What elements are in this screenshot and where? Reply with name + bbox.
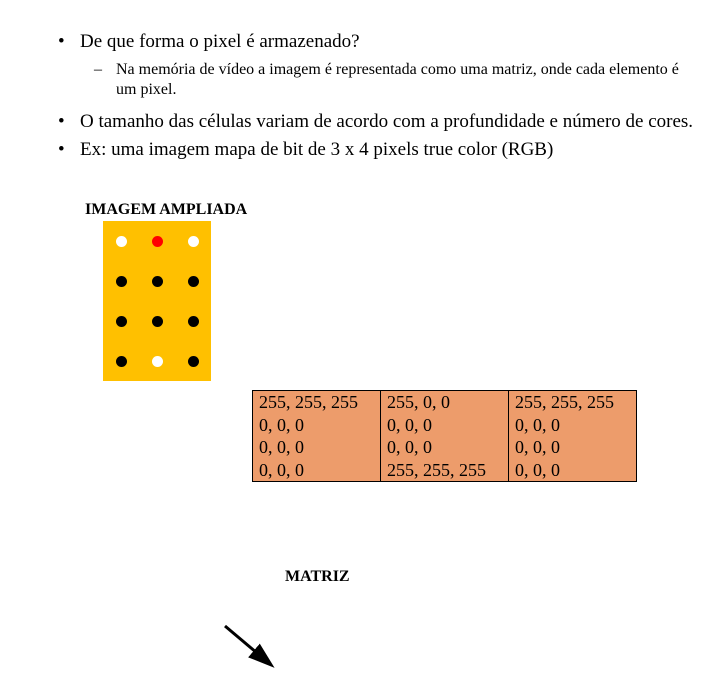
imagem-label: IMAGEM AMPLIADA: [85, 201, 700, 219]
pixel-cell: [175, 221, 211, 261]
pixel-cell: [175, 301, 211, 341]
pixel-cell: [103, 221, 139, 261]
pixel-dot: [188, 316, 199, 327]
pixel-dot: [188, 276, 199, 287]
pixel-dot: [152, 276, 163, 287]
pixel-dot: [116, 356, 127, 367]
cell-line: 0, 0, 0: [259, 459, 374, 482]
cell-line: 0, 0, 0: [515, 459, 630, 482]
arrow-icon: [220, 616, 290, 686]
cell-line: 255, 255, 255: [259, 391, 374, 414]
pixel-dot: [116, 276, 127, 287]
pixel-cell: [139, 341, 175, 381]
sub-bullet-item: Na memória de vídeo a imagem é represent…: [116, 60, 700, 100]
pixel-cell: [175, 261, 211, 301]
pixel-dot: [188, 356, 199, 367]
matriz-label: MATRIZ: [285, 568, 350, 586]
pixel-cell: [103, 301, 139, 341]
bullet-item: Ex: uma imagem mapa de bit de 3 x 4 pixe…: [80, 138, 700, 162]
pixel-dot: [152, 316, 163, 327]
pixel-dot: [152, 236, 163, 247]
cell-line: 255, 0, 0: [387, 391, 502, 414]
bullet-item: O tamanho das células variam de acordo c…: [80, 110, 700, 134]
bullet-list-level1: De que forma o pixel é armazenado? Na me…: [20, 30, 700, 161]
cell-line: 0, 0, 0: [515, 436, 630, 459]
lower-area: IMAGEM AMPLIADA MATRIZ: [20, 201, 700, 381]
cell-line: 0, 0, 0: [259, 436, 374, 459]
cell-line: 255, 255, 255: [515, 391, 630, 414]
pixel-grid: [103, 221, 211, 381]
pixel-cell: [103, 261, 139, 301]
cell-line: 0, 0, 0: [515, 414, 630, 437]
pixel-dot: [116, 236, 127, 247]
pixel-cell: [175, 341, 211, 381]
matrix-cell: 255, 255, 255 0, 0, 0 0, 0, 0 0, 0, 0: [509, 391, 637, 482]
cell-line: 255, 255, 255: [387, 459, 502, 482]
pixel-cell: [139, 221, 175, 261]
pixel-cell: [103, 341, 139, 381]
bullet-text: Ex: uma imagem mapa de bit de 3 x 4 pixe…: [80, 139, 553, 160]
cell-line: 0, 0, 0: [387, 414, 502, 437]
bullet-item: De que forma o pixel é armazenado? Na me…: [80, 30, 700, 100]
cell-line: 0, 0, 0: [259, 414, 374, 437]
pixel-cell: [139, 261, 175, 301]
pixel-dot: [188, 236, 199, 247]
bullet-text: De que forma o pixel é armazenado?: [80, 31, 360, 52]
pixel-dot: [116, 316, 127, 327]
matrix-cell: 255, 0, 0 0, 0, 0 0, 0, 0 255, 255, 255: [381, 391, 509, 482]
pixel-dot: [152, 356, 163, 367]
sub-bullet-text: Na memória de vídeo a imagem é represent…: [116, 61, 679, 98]
bullet-list-level2: Na memória de vídeo a imagem é represent…: [80, 60, 700, 100]
pixel-cell: [139, 301, 175, 341]
matrix-cell: 255, 255, 255 0, 0, 0 0, 0, 0 0, 0, 0: [253, 391, 381, 482]
matrix-table: 255, 255, 255 0, 0, 0 0, 0, 0 0, 0, 0 25…: [252, 390, 637, 482]
bullet-text: O tamanho das células variam de acordo c…: [80, 111, 693, 132]
cell-line: 0, 0, 0: [387, 436, 502, 459]
